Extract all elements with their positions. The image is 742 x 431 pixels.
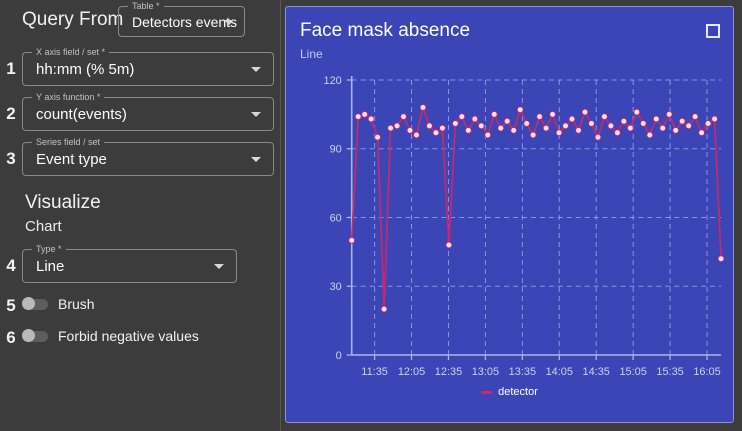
step-number-2: 2 [6, 104, 16, 123]
toggle-knob [22, 329, 35, 342]
svg-text:14:35: 14:35 [583, 366, 610, 378]
legend-marker-detector [481, 390, 493, 394]
svg-text:11:35: 11:35 [361, 366, 388, 378]
table-select[interactable]: Table * Detectors events [118, 0, 245, 37]
svg-text:13:05: 13:05 [472, 366, 499, 378]
svg-text:0: 0 [336, 350, 342, 362]
visualize-title: Visualize [25, 192, 101, 213]
x-axis-field-label: X axis field / set * [32, 46, 110, 58]
forbid-negative-toggle[interactable] [22, 329, 48, 342]
query-from-title: Query From [22, 9, 124, 30]
line-chart-plot: 0 30 60 90 120 11:35 12:05 12:35 13:05 13:35 14:05… [323, 75, 725, 378]
forbid-negative-toggle-row[interactable]: Forbid negative values [22, 328, 199, 344]
step-number-3: 3 [6, 149, 16, 168]
query-from-header: Query From [22, 8, 123, 32]
legend-label-detector: detector [498, 386, 538, 398]
svg-text:90: 90 [330, 144, 342, 156]
brush-toggle[interactable] [22, 297, 48, 310]
series-field-value: Event type [36, 151, 107, 168]
step-number-4: 4 [6, 256, 16, 275]
step-number-6: 6 [6, 328, 16, 347]
step-number-1: 1 [6, 59, 16, 78]
chevron-down-icon [251, 67, 261, 72]
svg-text:16:05: 16:05 [693, 366, 720, 378]
chart-type-value: Line [36, 258, 65, 275]
step-numbers: 1 2 3 4 5 6 [0, 0, 22, 431]
brush-toggle-label: Brush [58, 296, 95, 312]
chart-panel: Face mask absence Line 0 30 60 90 120 11:35 12… [285, 6, 734, 423]
svg-text:30: 30 [330, 281, 342, 293]
y-axis-function-value: count(events) [36, 106, 127, 123]
svg-text:14:05: 14:05 [546, 366, 573, 378]
svg-text:120: 120 [323, 75, 341, 87]
y-axis-function-select[interactable]: Y axis function * count(events) [22, 91, 274, 131]
x-axis-field-value: hh:mm (% 5m) [36, 61, 135, 78]
svg-text:15:05: 15:05 [619, 366, 646, 378]
toggle-knob [22, 297, 35, 310]
table-select-label: Table * [128, 0, 164, 12]
chevron-down-icon [251, 157, 261, 162]
forbid-negative-toggle-label: Forbid negative values [58, 328, 199, 344]
brush-toggle-row[interactable]: Brush [22, 296, 95, 312]
step-number-5: 5 [6, 296, 16, 315]
chart-section-label: Chart [25, 218, 62, 235]
svg-text:12:35: 12:35 [435, 366, 462, 378]
series-field-select[interactable]: Series field / set Event type [22, 136, 274, 176]
chart-type-label: Type * [32, 243, 66, 255]
x-axis-field-select[interactable]: X axis field / set * hh:mm (% 5m) [22, 46, 274, 86]
chevron-down-icon [214, 264, 224, 269]
svg-text:13:35: 13:35 [509, 366, 536, 378]
svg-text:15:35: 15:35 [656, 366, 683, 378]
fullscreen-icon[interactable] [706, 24, 720, 38]
svg-text:60: 60 [330, 212, 342, 224]
chart-type-select[interactable]: Type * Line [22, 243, 237, 283]
series-field-label: Series field / set [32, 136, 105, 148]
table-select-value: Detectors events [132, 14, 238, 30]
chart-legend: detector [286, 386, 733, 398]
chart-subtitle: Line [300, 47, 323, 61]
chevron-down-icon [251, 112, 261, 117]
y-axis-function-label: Y axis function * [32, 91, 105, 103]
chart-title: Face mask absence [300, 20, 471, 41]
query-sidebar: Query From Table * Detectors events 1 2 … [0, 0, 281, 431]
svg-text:12:05: 12:05 [398, 366, 425, 378]
chart-panel-wrapper: Face mask absence Line 0 30 60 90 120 11:35 12… [281, 0, 742, 431]
chevron-down-icon [224, 20, 234, 25]
